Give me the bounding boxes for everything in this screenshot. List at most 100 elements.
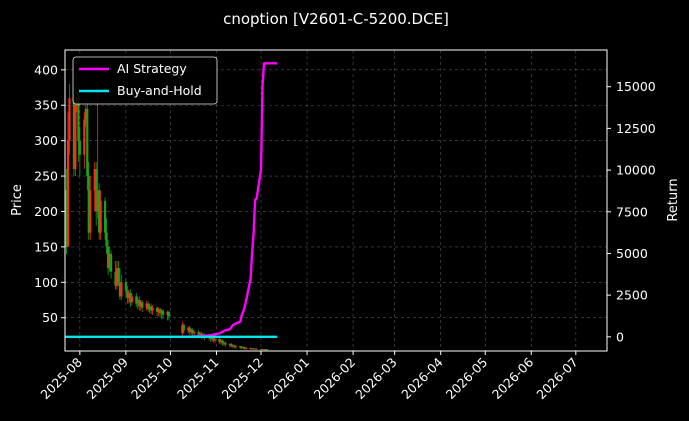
- candle-body: [151, 307, 154, 311]
- legend-label-buy-and-hold: Buy-and-Hold: [117, 83, 202, 98]
- candle-body: [108, 253, 111, 269]
- candle-body: [187, 327, 190, 331]
- candle-body: [145, 303, 148, 308]
- candle-body: [65, 190, 68, 247]
- x-tick-label: 2026-01: [265, 355, 313, 403]
- candle-body: [124, 282, 127, 291]
- candle-body: [261, 349, 264, 351]
- candle-body: [135, 296, 138, 304]
- y-tick-label-left: 150: [34, 239, 58, 254]
- candle-body: [129, 292, 132, 303]
- candle-body: [150, 306, 153, 311]
- x-tick-label: 2026-04: [398, 354, 446, 402]
- candle-body: [77, 91, 80, 141]
- y-tick-label-left: 100: [34, 275, 58, 290]
- x-tick-label: 2025-11: [174, 355, 222, 403]
- candle-body: [231, 345, 234, 347]
- candle-body: [167, 312, 171, 317]
- candle-body: [212, 337, 215, 341]
- candle-body: [210, 337, 214, 339]
- candle-body: [251, 348, 254, 350]
- candle-body: [264, 349, 267, 351]
- candle-body: [157, 309, 160, 313]
- y-tick-label-right: 15000: [616, 79, 656, 94]
- candle-body: [221, 340, 224, 344]
- candle-body: [138, 300, 141, 307]
- x-tick-label: 2026-06: [489, 354, 537, 402]
- y-tick-label-left: 250: [34, 169, 58, 184]
- candle-body: [106, 246, 110, 269]
- y-tick-label-right: 12500: [616, 121, 656, 136]
- x-tick-label: 2026-03: [352, 355, 400, 403]
- series-lines: [65, 62, 278, 338]
- candle-body: [118, 282, 122, 297]
- y-tick-label-left: 300: [34, 133, 58, 148]
- candle-body: [230, 343, 233, 347]
- candle-body: [87, 176, 90, 233]
- candle-body: [218, 338, 221, 342]
- candle-body: [89, 190, 92, 233]
- candle-body: [115, 268, 119, 286]
- y-axis-label-right: Return: [666, 178, 681, 221]
- y-axis-label-left: Price: [10, 184, 25, 216]
- y-tick-label-right: 0: [616, 329, 624, 344]
- candle-body: [117, 268, 120, 283]
- candle-body: [127, 292, 130, 298]
- candle-body: [96, 190, 99, 212]
- candle-body: [252, 348, 255, 350]
- series-line-ai-strategy: [170, 62, 278, 338]
- candle-body: [234, 346, 237, 348]
- candle-body: [259, 348, 263, 350]
- candle-body: [182, 324, 185, 331]
- y-tick-label-right: 5000: [616, 246, 648, 261]
- x-tick-label: 2025-10: [128, 354, 176, 402]
- candle-body: [136, 300, 139, 304]
- candle-body: [78, 140, 81, 155]
- x-tick-label: 2026-07: [533, 355, 581, 403]
- candle-body: [224, 342, 227, 345]
- candle-body: [199, 333, 202, 336]
- y-tick-label-right: 7500: [616, 204, 648, 219]
- candle-body: [161, 310, 165, 315]
- x-tick-label: 2025-09: [83, 354, 131, 402]
- candle-body: [68, 98, 71, 141]
- candle-body: [155, 307, 159, 313]
- candle-body: [99, 200, 102, 233]
- candle-body: [228, 343, 231, 345]
- candle-body: [181, 324, 184, 334]
- candle-body: [98, 190, 101, 233]
- x-tick-label: 2025-08: [37, 354, 85, 402]
- candle-body: [109, 253, 113, 272]
- y-tick-label-left: 200: [34, 204, 58, 219]
- candle-body: [253, 348, 257, 350]
- candles: [65, 73, 269, 351]
- candle-body: [243, 347, 246, 349]
- candle-body: [255, 348, 258, 350]
- candle-body: [86, 108, 89, 177]
- candle-body: [72, 98, 76, 169]
- candle-body: [239, 346, 242, 348]
- candle-body: [95, 168, 98, 212]
- candle-body: [188, 327, 191, 332]
- plot-frame: [64, 49, 608, 352]
- y-tick-label-left: 350: [34, 98, 58, 113]
- candle-body: [158, 309, 162, 314]
- candle-body: [240, 346, 243, 348]
- x-tick-label: 2026-05: [443, 355, 491, 403]
- candle-body: [213, 338, 217, 341]
- candle-body: [105, 232, 108, 247]
- candle-body: [93, 168, 96, 191]
- candle-body: [114, 271, 117, 286]
- candle-body: [191, 329, 194, 334]
- candle-body: [197, 331, 200, 336]
- candle-body: [242, 346, 245, 349]
- left-axis-ticks: 50 100 150 200 250 300 350 400: [34, 62, 65, 325]
- candle-body: [190, 329, 193, 332]
- candle-body: [233, 345, 236, 347]
- legend: AI Strategy Buy-and-Hold: [72, 56, 218, 105]
- candle-body: [139, 302, 142, 307]
- y-tick-label-left: 400: [34, 62, 58, 77]
- candle-body: [245, 347, 248, 349]
- y-tick-label-left: 50: [42, 310, 58, 325]
